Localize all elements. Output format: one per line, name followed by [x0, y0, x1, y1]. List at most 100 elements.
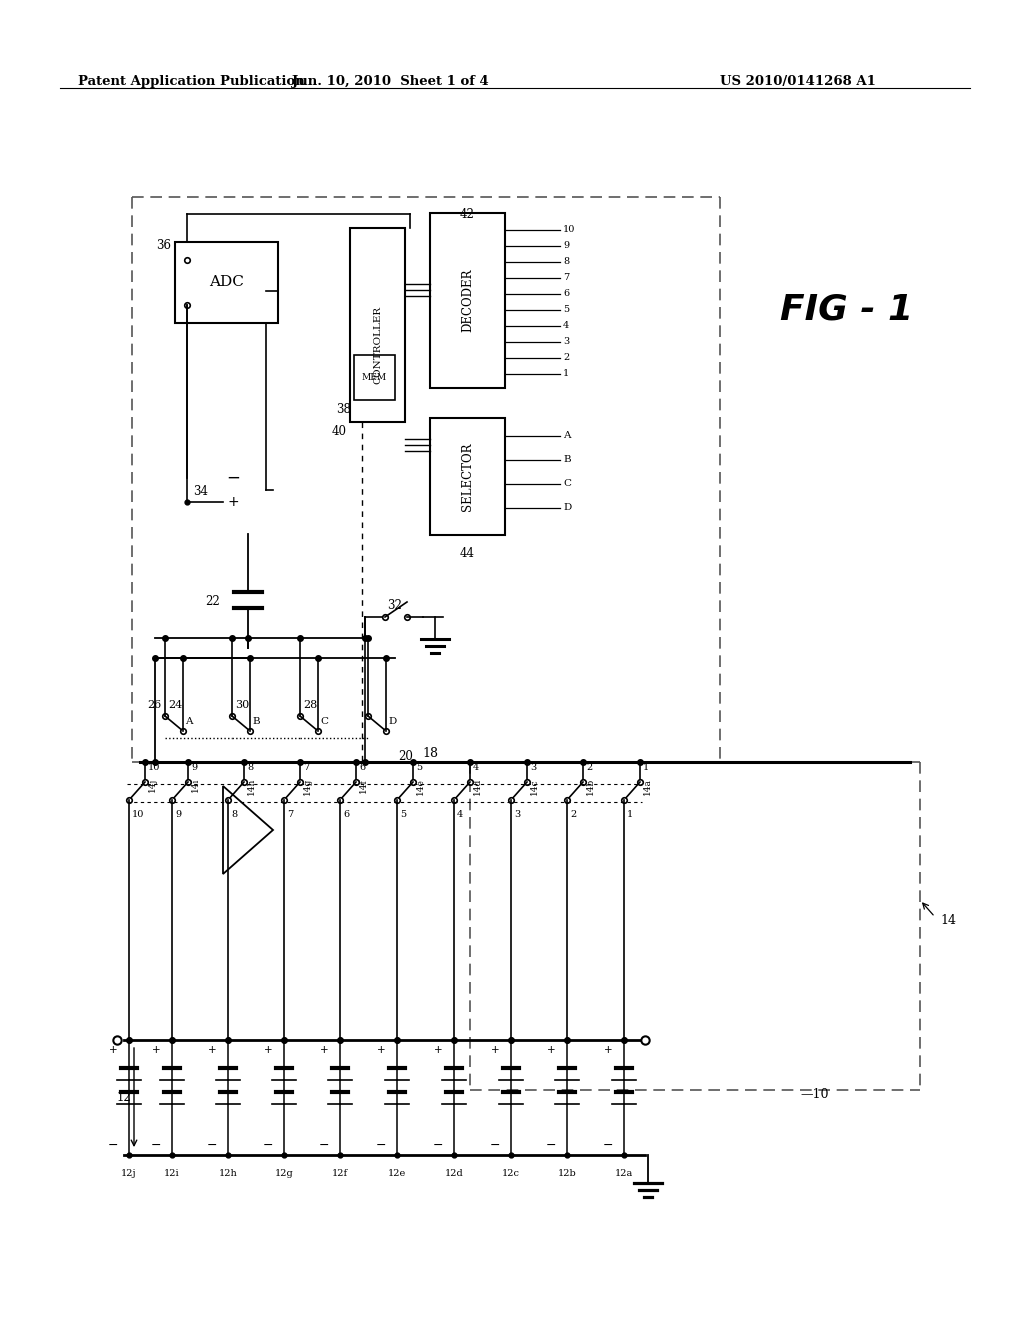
Text: +: +	[434, 1045, 442, 1055]
Text: 4: 4	[457, 810, 463, 818]
Text: 10: 10	[132, 810, 144, 818]
Text: −: −	[151, 1138, 161, 1151]
Text: B: B	[252, 717, 260, 726]
Bar	[175, 242, 278, 323]
Bar	[350, 228, 406, 422]
Text: CONTROLLER: CONTROLLER	[373, 306, 382, 384]
Text: −: −	[603, 1138, 613, 1151]
Text: −: −	[376, 1138, 386, 1151]
Text: −: −	[546, 1138, 556, 1151]
Text: 8: 8	[247, 763, 253, 772]
Text: FIG - 1: FIG - 1	[780, 293, 913, 327]
Text: 26: 26	[147, 700, 162, 710]
Text: −: −	[318, 1138, 330, 1151]
Text: 10: 10	[563, 226, 575, 235]
Text: ADC: ADC	[209, 276, 244, 289]
Text: C: C	[563, 479, 571, 488]
Text: 14i: 14i	[191, 777, 200, 792]
Text: 7: 7	[563, 273, 569, 282]
Text: 12c: 12c	[502, 1170, 520, 1177]
Text: 6: 6	[563, 289, 569, 298]
Text: +: +	[152, 1045, 161, 1055]
Text: 36: 36	[156, 239, 171, 252]
Bar	[430, 213, 505, 388]
Text: D: D	[388, 717, 396, 726]
Text: 10: 10	[148, 763, 161, 772]
Text: 8: 8	[231, 810, 238, 818]
Text: 34: 34	[193, 484, 208, 498]
Text: 20: 20	[398, 750, 413, 763]
Text: +: +	[227, 495, 239, 510]
Text: +: +	[604, 1045, 612, 1055]
Text: 2: 2	[563, 354, 569, 363]
Text: 12j: 12j	[121, 1170, 137, 1177]
Text: 12a: 12a	[614, 1170, 633, 1177]
Text: 2: 2	[586, 763, 592, 772]
Text: 1: 1	[627, 810, 633, 818]
Text: +: +	[264, 1045, 272, 1055]
Text: 2: 2	[570, 810, 577, 818]
Text: 9: 9	[175, 810, 181, 818]
Text: 12b: 12b	[558, 1170, 577, 1177]
Bar	[354, 355, 395, 400]
Text: Patent Application Publication: Patent Application Publication	[78, 75, 305, 88]
Text: Jun. 10, 2010  Sheet 1 of 4: Jun. 10, 2010 Sheet 1 of 4	[292, 75, 488, 88]
Text: 44: 44	[460, 546, 475, 560]
Text: 1: 1	[643, 763, 649, 772]
Text: 6: 6	[359, 763, 366, 772]
Text: −: −	[489, 1138, 501, 1151]
Text: 5: 5	[563, 305, 569, 314]
Text: 1: 1	[563, 370, 569, 379]
Text: −: −	[207, 1138, 217, 1151]
Text: −: −	[433, 1138, 443, 1151]
Text: A: A	[563, 432, 570, 441]
Text: 3: 3	[530, 763, 537, 772]
Text: 5: 5	[416, 763, 422, 772]
Text: 38: 38	[336, 403, 351, 416]
Text: −: −	[226, 469, 240, 487]
Text: 3: 3	[514, 810, 520, 818]
Polygon shape	[223, 785, 273, 874]
Text: 8: 8	[563, 257, 569, 267]
Text: MEM: MEM	[361, 374, 387, 381]
Text: —10: —10	[800, 1088, 828, 1101]
Text: 4: 4	[473, 763, 479, 772]
Text: 32: 32	[387, 599, 401, 612]
Text: +: +	[490, 1045, 500, 1055]
Text: A: A	[185, 717, 193, 726]
Text: 12: 12	[117, 1092, 131, 1104]
Text: 7: 7	[287, 810, 293, 818]
Text: 6: 6	[343, 810, 349, 818]
Text: 24: 24	[168, 700, 182, 710]
Text: 40: 40	[332, 425, 347, 438]
Text: DECODER: DECODER	[461, 269, 474, 333]
Text: −: −	[108, 1138, 118, 1151]
Text: 12f: 12f	[332, 1170, 348, 1177]
Text: 4: 4	[563, 322, 569, 330]
Text: 12i: 12i	[164, 1170, 180, 1177]
Text: 12h: 12h	[219, 1170, 238, 1177]
Text: US 2010/0141268 A1: US 2010/0141268 A1	[720, 75, 876, 88]
Text: 42: 42	[460, 209, 475, 220]
Text: 7: 7	[303, 763, 309, 772]
Text: 9: 9	[563, 242, 569, 251]
Text: 14j: 14j	[148, 777, 157, 792]
Text: 14f: 14f	[359, 777, 368, 793]
Text: SELECTOR: SELECTOR	[461, 442, 474, 511]
Text: +: +	[208, 1045, 216, 1055]
Text: D: D	[563, 503, 571, 512]
Text: 9: 9	[191, 763, 198, 772]
Text: 28: 28	[303, 700, 317, 710]
Text: B: B	[563, 455, 570, 465]
Text: 12d: 12d	[444, 1170, 464, 1177]
Text: 14g: 14g	[303, 777, 312, 795]
Text: +: +	[377, 1045, 385, 1055]
Text: 14e: 14e	[416, 777, 425, 795]
Text: 5: 5	[400, 810, 407, 818]
Text: 22: 22	[205, 595, 220, 609]
Text: +: +	[109, 1045, 118, 1055]
Text: 14a: 14a	[643, 777, 652, 795]
Text: −: −	[263, 1138, 273, 1151]
Text: C: C	[319, 717, 328, 726]
Text: 14d: 14d	[473, 777, 482, 795]
